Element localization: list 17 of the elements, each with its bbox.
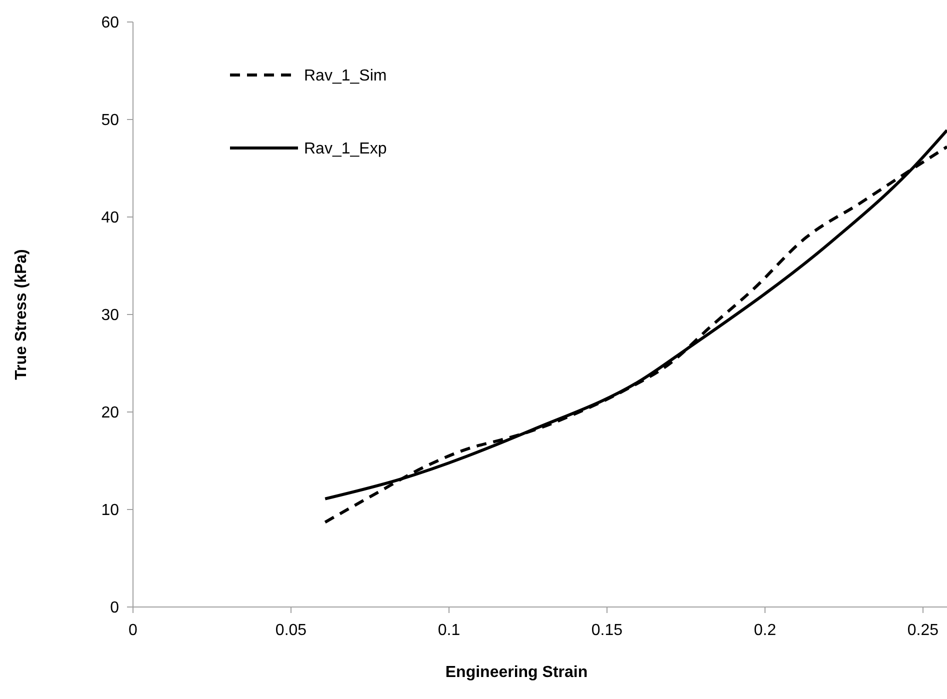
x-tick-label: 0.25 [907,622,939,639]
y-tick-label: 10 [101,502,120,520]
y-tick-label: 0 [110,600,120,617]
x-axis-title: Engineering Strain [445,664,588,681]
y-tick-label: 40 [101,210,120,227]
x-tick-label: 0.1 [438,622,460,639]
y-tick-label: 30 [101,307,120,324]
x-tick-label: 0.05 [275,622,307,639]
y-tick-label: 50 [101,112,120,130]
x-tick-label: 0.2 [754,622,776,639]
y-tick-label: 60 [101,14,120,32]
legend-label: Rav_1_Exp [304,140,387,158]
x-tick-label: 0 [128,622,138,639]
x-tick-label: 0.15 [591,622,623,639]
y-axis-title: True Stress (kPa) [13,249,30,380]
legend-label: Rav_1_Sim [304,68,387,85]
y-tick-label: 20 [101,404,120,422]
